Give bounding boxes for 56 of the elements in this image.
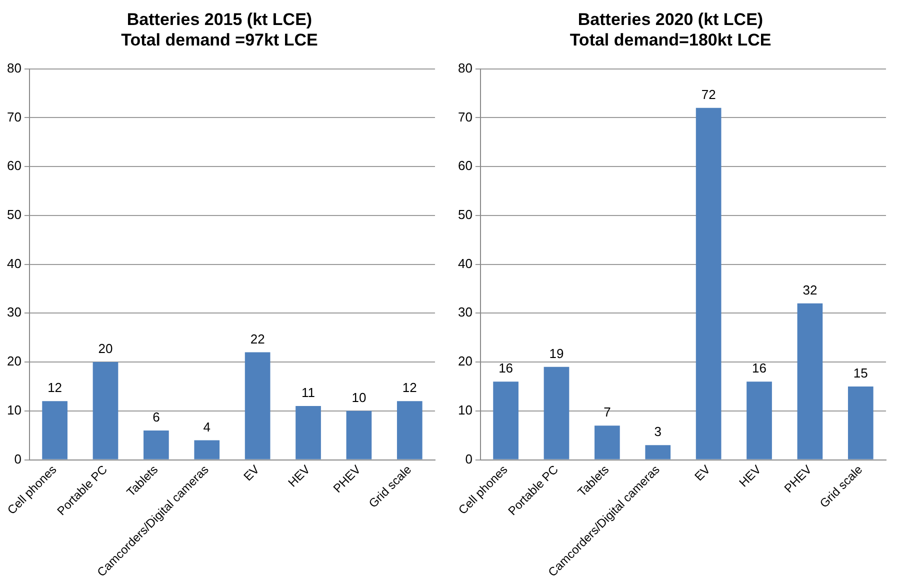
y-tick-label: 70 [6,109,22,124]
data-label: 20 [98,341,113,356]
y-tick-label: 20 [6,354,22,369]
y-tick-label: 80 [6,60,22,76]
y-tick-label: 30 [6,304,22,320]
data-label: 6 [152,410,160,425]
y-tick-label: 50 [458,206,472,222]
data-label: 32 [802,282,818,298]
data-label: 16 [752,360,767,376]
y-tick-label: 70 [458,109,472,124]
data-label: 72 [701,86,716,102]
data-label: 7 [604,404,611,420]
y-tick-label: 10 [458,402,472,418]
data-label: 19 [549,346,564,361]
y-tick-label: 0 [465,451,472,466]
y-tick-label: 60 [458,158,472,174]
bar [346,410,372,460]
bar [144,430,169,460]
y-tick-label: 50 [6,206,22,222]
data-label: 12 [402,380,417,396]
data-label: 15 [853,366,868,381]
y-tick-label: 10 [6,402,22,418]
chart-title: Batteries 2020 (kt LCE) [578,10,764,29]
data-label: 22 [250,331,265,346]
x-tick-label: EV [240,462,262,484]
bar [42,401,68,460]
y-tick-label: 40 [458,256,472,271]
bar [194,440,220,460]
chart-subtitle: Total demand =97kt LCE [121,30,318,50]
bar [92,362,118,460]
bar [396,401,422,460]
chart-subtitle: Total demand=180kt LCE [570,30,772,50]
data-label: 11 [302,385,316,400]
bar [696,108,722,460]
bar [645,445,671,460]
y-tick-label: 20 [458,354,472,369]
data-label: 10 [352,390,366,405]
bar [296,406,321,460]
y-tick-label: 0 [14,451,22,466]
bar [493,382,518,460]
x-tick-label: EV [692,462,714,484]
y-tick-label: 60 [6,158,22,174]
chart-title: Batteries 2015 (kt LCE) [126,10,312,29]
bar [244,352,270,460]
y-tick-label: 40 [6,256,22,271]
bar [848,386,874,460]
data-label: 16 [498,360,514,376]
data-label: 4 [203,419,210,434]
data-label: 3 [654,424,662,440]
data-label: 12 [48,380,62,396]
y-tick-label: 30 [458,304,472,320]
bar [594,426,620,460]
bar [797,303,823,460]
y-tick-label: 80 [458,60,472,76]
bar [746,382,772,460]
bar [544,366,570,460]
